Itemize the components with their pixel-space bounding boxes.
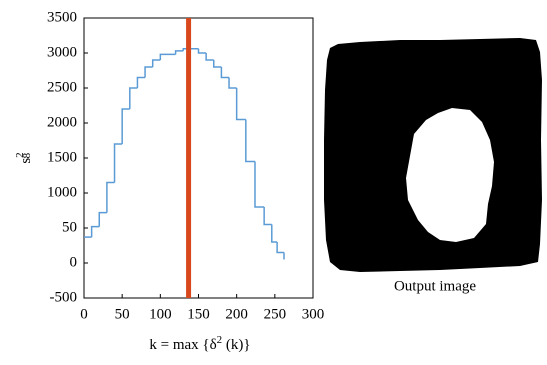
x-tick-label: 100 [149, 306, 172, 322]
y-tick-label: 50 [62, 219, 77, 235]
output-image [324, 38, 542, 272]
y-tick-label: -500 [50, 289, 78, 305]
x-tick-label: 250 [264, 306, 287, 322]
y-tick-label: 3500 [47, 9, 77, 25]
figure: s28 k = max {δ2 (k)} Output image -50005… [0, 0, 547, 360]
x-tick-label: 200 [225, 306, 248, 322]
y-tick-label: 2500 [47, 79, 77, 95]
x-tick-label: 300 [302, 306, 325, 322]
plot-frame [84, 18, 313, 298]
x-tick-label: 150 [187, 306, 210, 322]
y-tick-label: 1500 [47, 149, 77, 165]
y-tick-label: 0 [70, 254, 78, 270]
x-tick-label: 0 [80, 306, 88, 322]
y-tick-label: 3000 [47, 44, 77, 60]
x-tick-label: 50 [115, 306, 130, 322]
y-tick-label: 2000 [47, 114, 77, 130]
y-tick-label: 1000 [47, 184, 77, 200]
image-caption: Output image [394, 278, 476, 294]
y-axis-label: s28 [14, 152, 35, 163]
x-axis-label: k = max {δ2 (k)} [149, 334, 250, 354]
